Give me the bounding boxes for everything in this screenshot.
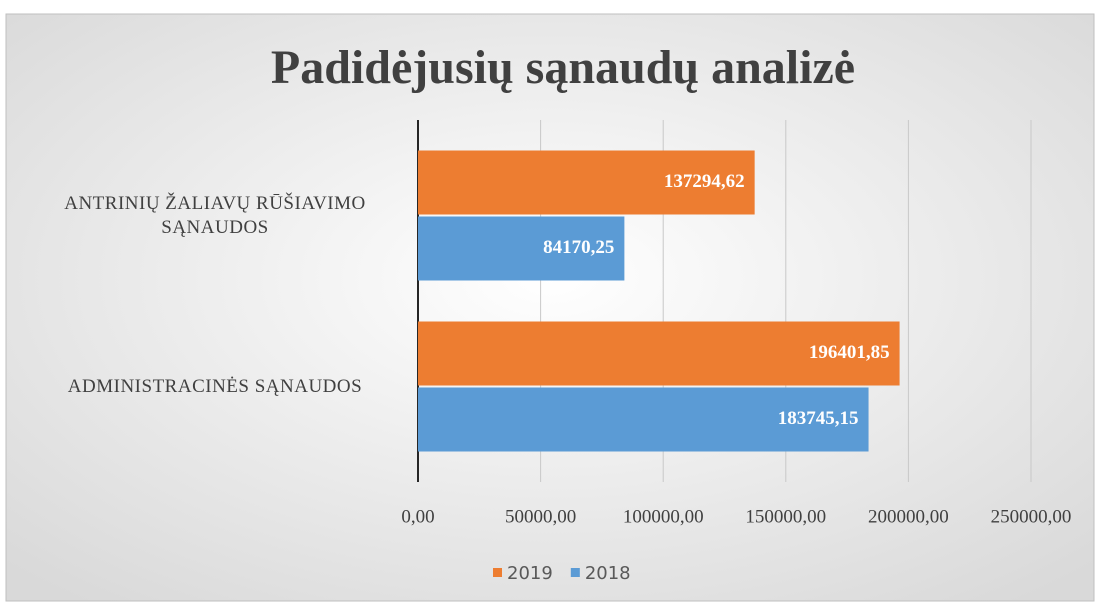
chart-title: Padidėjusių sąnaudų analizė — [271, 41, 855, 94]
x-tick-label: 200000,00 — [868, 506, 949, 527]
x-tick-label: 0,00 — [401, 506, 434, 527]
bar — [418, 387, 869, 452]
x-tick-label: 50000,00 — [505, 506, 576, 527]
bar-value-label: 196401,85 — [809, 342, 890, 363]
chart-background — [5, 13, 1095, 602]
x-tick-label: 100000,00 — [623, 506, 704, 527]
x-tick-label: 150000,00 — [745, 506, 826, 527]
y-tick-label: ANTRINIŲ ŽALIAVŲ RŪŠIAVIMO SĄNAUDOS — [64, 192, 366, 238]
y-tick-label: ADMINISTRACINĖS SĄNAUDOS — [67, 375, 363, 397]
bar — [418, 216, 625, 281]
bar — [418, 150, 755, 215]
bar-value-label: 183745,15 — [778, 408, 859, 429]
legend: 2019 2018 — [493, 563, 631, 584]
bar — [418, 321, 900, 386]
legend-label: 2018 — [585, 563, 631, 584]
legend-swatch — [570, 568, 580, 577]
x-tick-label: 250000,00 — [991, 506, 1072, 527]
bar-value-label: 84170,25 — [543, 237, 614, 258]
bar-value-label: 137294,62 — [664, 171, 745, 192]
legend-swatch — [493, 568, 502, 577]
legend-label: 2019 — [507, 563, 553, 584]
